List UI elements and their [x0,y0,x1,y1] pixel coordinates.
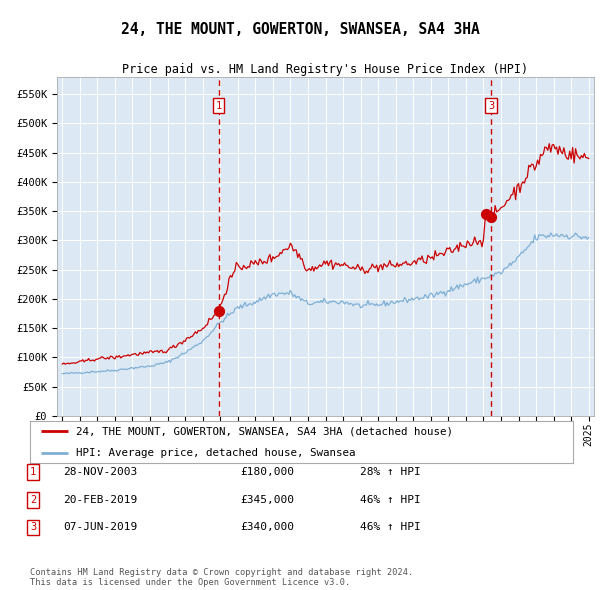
Point [214,306,223,316]
Text: 28% ↑ HPI: 28% ↑ HPI [360,467,421,477]
Text: £340,000: £340,000 [240,523,294,532]
Text: 46% ↑ HPI: 46% ↑ HPI [360,523,421,532]
Text: 46% ↑ HPI: 46% ↑ HPI [360,495,421,504]
Text: 1: 1 [215,100,222,110]
Text: 20-FEB-2019: 20-FEB-2019 [63,495,137,504]
Text: 28-NOV-2003: 28-NOV-2003 [63,467,137,477]
Point [487,212,496,222]
Text: 07-JUN-2019: 07-JUN-2019 [63,523,137,532]
Text: HPI: Average price, detached house, Swansea: HPI: Average price, detached house, Swan… [76,448,356,457]
Text: 3: 3 [488,100,494,110]
Title: Price paid vs. HM Land Registry's House Price Index (HPI): Price paid vs. HM Land Registry's House … [122,63,529,76]
Text: 1: 1 [30,467,36,477]
Text: £180,000: £180,000 [240,467,294,477]
Text: Contains HM Land Registry data © Crown copyright and database right 2024.
This d: Contains HM Land Registry data © Crown c… [30,568,413,587]
Text: 3: 3 [30,523,36,532]
Point [481,209,490,219]
Text: 2: 2 [30,495,36,504]
Text: £345,000: £345,000 [240,495,294,504]
Text: 24, THE MOUNT, GOWERTON, SWANSEA, SA4 3HA: 24, THE MOUNT, GOWERTON, SWANSEA, SA4 3H… [121,22,479,37]
Text: 24, THE MOUNT, GOWERTON, SWANSEA, SA4 3HA (detached house): 24, THE MOUNT, GOWERTON, SWANSEA, SA4 3H… [76,427,453,436]
